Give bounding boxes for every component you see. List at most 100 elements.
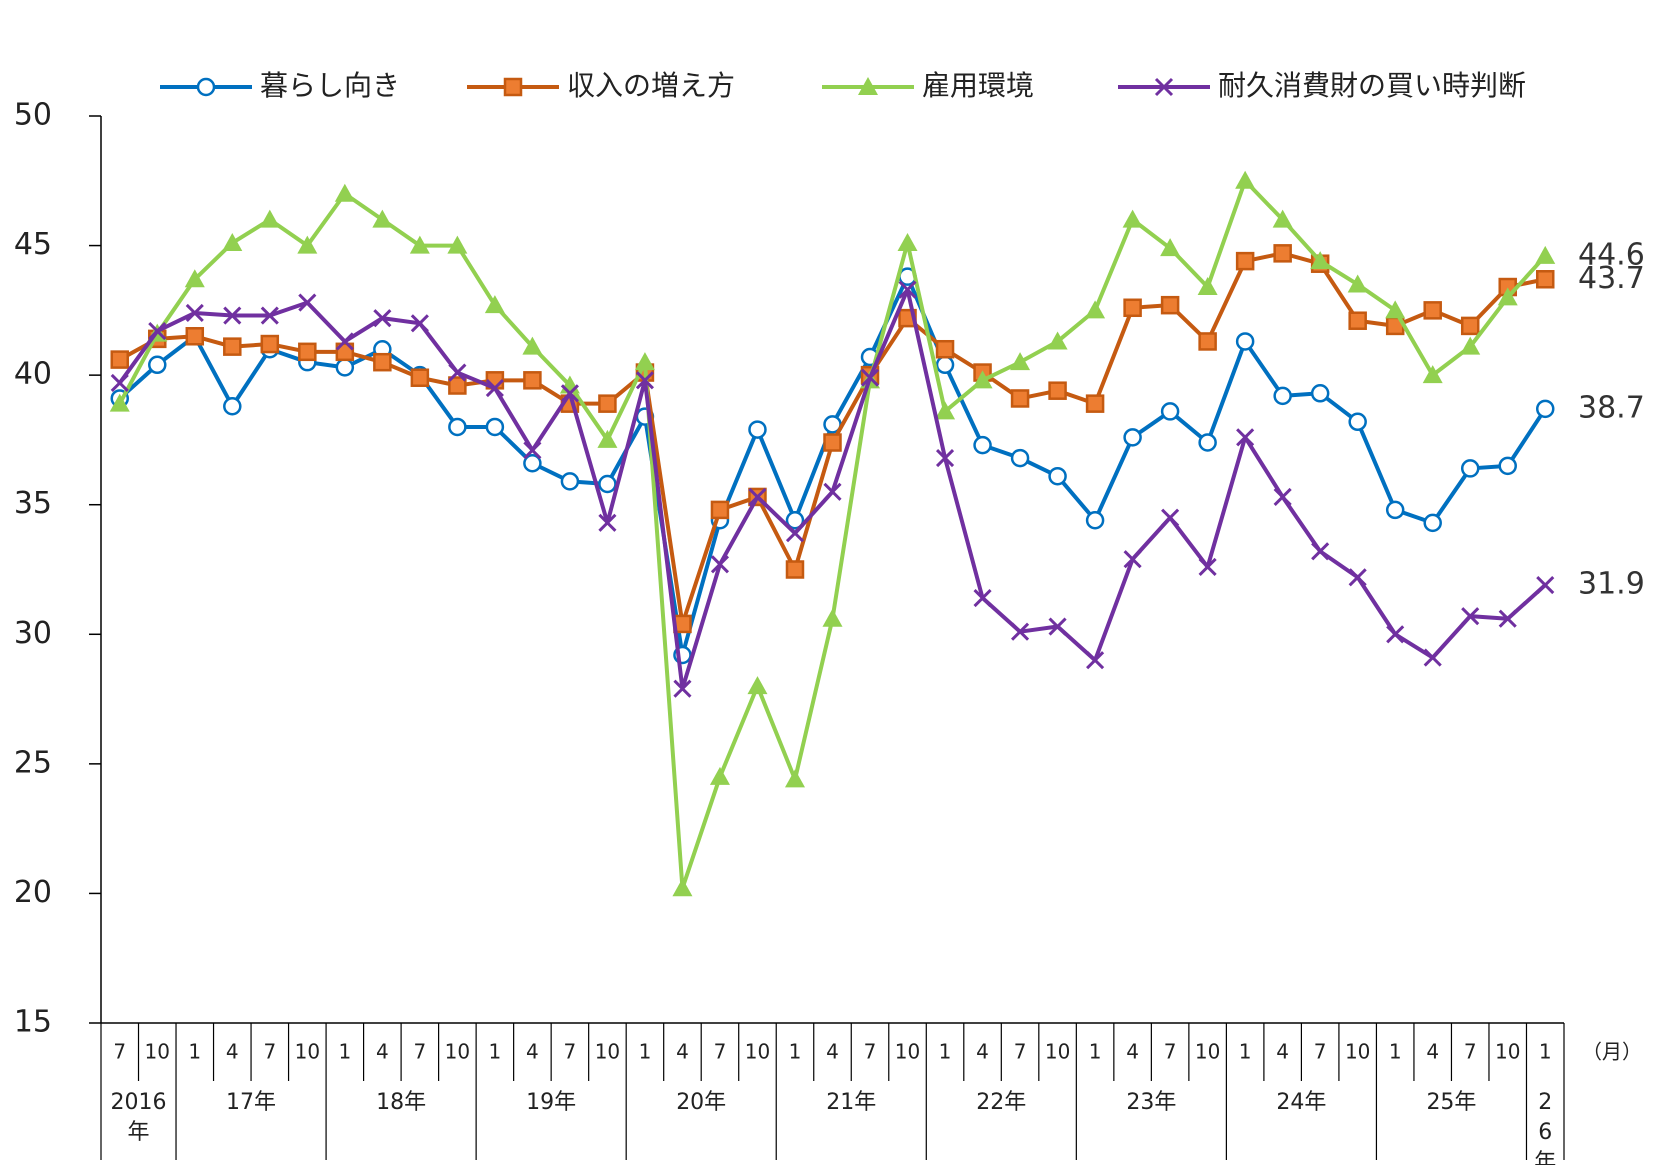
x-tick-label: 4 (226, 1040, 239, 1064)
marker (560, 384, 579, 403)
legend-text: 耐久消費財の買い時判断 (1218, 69, 1526, 102)
x-tick-label: 7 (1164, 1040, 1177, 1064)
marker (1423, 301, 1442, 320)
marker (785, 511, 805, 530)
y-tick-label: 35 (14, 486, 52, 521)
x-tick-label: 7 (1014, 1040, 1027, 1064)
series-line (118, 287, 1547, 691)
x-tick-label: 1 (338, 1040, 351, 1064)
end-value-label: 44.6 (1578, 237, 1645, 272)
marker (185, 303, 204, 323)
marker (1010, 448, 1030, 468)
marker (503, 77, 523, 97)
x-tick-label: 1 (789, 1040, 802, 1064)
marker (1422, 365, 1443, 384)
marker (634, 352, 655, 371)
marker (935, 355, 955, 375)
x-unit: （月） (1582, 1040, 1642, 1064)
marker (297, 235, 318, 254)
x-tick-label: 7 (113, 1040, 126, 1064)
marker (1198, 433, 1217, 452)
y-tick-label: 45 (14, 227, 52, 262)
marker (223, 396, 242, 416)
year-label: 17年 (226, 1090, 277, 1115)
marker (898, 280, 917, 299)
marker (1461, 607, 1480, 626)
x-tick-label: 7 (263, 1040, 276, 1064)
x-tick-label: 1 (188, 1040, 201, 1064)
marker (748, 487, 767, 507)
marker (823, 433, 842, 452)
y-tick-label: 40 (14, 357, 52, 392)
marker (485, 417, 505, 437)
x-tick-label: 7 (564, 1040, 577, 1064)
x-tick-label: 1 (939, 1040, 952, 1064)
marker (185, 327, 205, 346)
marker (448, 376, 467, 395)
year-label: 18年 (376, 1090, 427, 1115)
marker (110, 373, 129, 392)
x-tick-label: 10 (1195, 1040, 1220, 1064)
marker (373, 309, 392, 328)
x-tick-label: 4 (676, 1040, 689, 1064)
marker (298, 293, 317, 312)
marker (223, 306, 242, 325)
marker (1348, 311, 1367, 330)
marker (1010, 622, 1030, 641)
marker (1535, 270, 1555, 289)
marker (1160, 238, 1181, 257)
marker (448, 363, 467, 382)
marker (485, 379, 504, 398)
marker (597, 429, 618, 448)
marker (1047, 331, 1068, 350)
marker (1273, 244, 1292, 263)
marker (1348, 412, 1367, 432)
marker (822, 608, 843, 627)
x-tick-label: 10 (295, 1040, 320, 1064)
year-label: 20年 (676, 1090, 727, 1115)
marker (1198, 557, 1217, 576)
x-tick-label: 1 (489, 1040, 502, 1064)
marker (1385, 500, 1405, 520)
marker (1498, 609, 1517, 628)
marker (523, 371, 542, 390)
x-tick-label: 10 (1345, 1040, 1370, 1064)
x-tick-label: 7 (864, 1040, 877, 1064)
x-tick-label: 10 (895, 1040, 920, 1064)
marker (1161, 508, 1180, 527)
marker (1311, 542, 1330, 561)
marker (1536, 575, 1555, 595)
marker (1086, 651, 1105, 670)
marker (1460, 459, 1480, 478)
year-label: 21年 (826, 1090, 877, 1115)
marker (710, 555, 730, 574)
marker (784, 769, 805, 788)
marker (1010, 352, 1031, 371)
marker (373, 352, 392, 372)
marker (1273, 386, 1292, 406)
marker (710, 500, 730, 520)
marker (785, 560, 805, 579)
marker (897, 232, 918, 251)
marker (372, 209, 393, 228)
marker (1123, 428, 1142, 447)
marker (298, 342, 317, 362)
x-tick-label: 4 (1426, 1040, 1439, 1064)
marker (1310, 384, 1330, 403)
x-tick-label: 4 (976, 1040, 989, 1064)
marker (410, 314, 429, 333)
marker (1460, 336, 1481, 355)
y-tick-label: 30 (14, 616, 52, 651)
marker (447, 235, 468, 254)
marker (1272, 209, 1293, 228)
marker (522, 336, 543, 355)
marker (1123, 298, 1142, 318)
x-tick-label: 1 (1539, 1040, 1552, 1064)
marker (935, 339, 955, 359)
year-label: 2016年 (110, 1090, 167, 1145)
marker (260, 306, 279, 325)
marker (1423, 648, 1442, 667)
year-label: 24年 (1276, 1090, 1327, 1115)
marker (335, 332, 354, 351)
marker (1160, 295, 1180, 315)
